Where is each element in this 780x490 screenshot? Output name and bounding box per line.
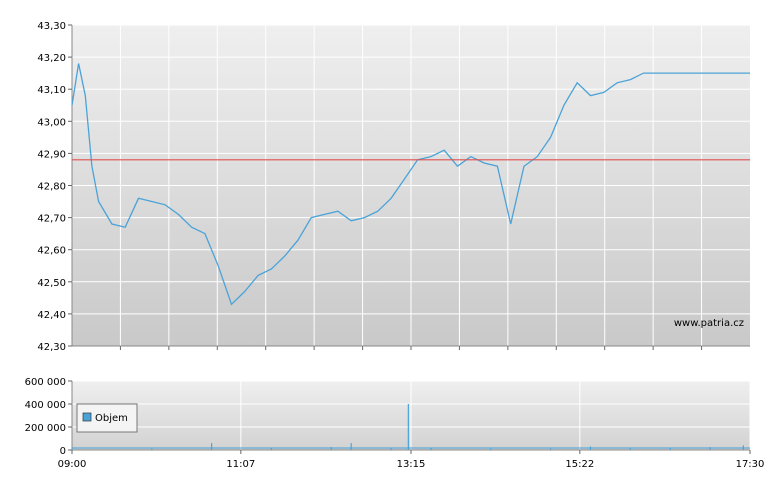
price-y-tick-label: 43,20 <box>37 53 66 64</box>
price-y-tick-label: 42,50 <box>37 278 66 289</box>
volume-grid <box>71 380 751 451</box>
legend-label: Objem <box>95 413 128 424</box>
watermark: www.patria.cz <box>674 318 744 329</box>
price-y-tick-label: 43,00 <box>37 117 66 128</box>
price-series-line <box>71 63 750 306</box>
volume-y-tick-label: 400 000 <box>25 400 66 411</box>
volume-y-tick-label: 200 000 <box>25 423 66 434</box>
price-y-tick-label: 42,70 <box>37 214 66 225</box>
price-y-tick-label: 42,40 <box>37 310 66 321</box>
volume-y-tick-label: 0 <box>60 446 66 457</box>
volume-y-axis: 600 000 400 000 200 000 0 <box>25 377 72 457</box>
price-y-axis: 43,30 43,20 43,10 43,00 42,90 42,80 42,70 42,60… <box>37 21 72 353</box>
volume-x-tick-label: 11:07 <box>226 459 255 470</box>
legend-swatch <box>82 412 92 422</box>
price-grid <box>71 24 750 350</box>
volume-x-tick-label: 09:00 <box>58 459 87 470</box>
volume-y-tick-label: 600 000 <box>25 377 66 388</box>
price-y-tick-label: 42,80 <box>37 182 66 193</box>
volume-bars <box>71 404 750 450</box>
price-y-tick-label: 42,30 <box>37 342 66 353</box>
price-y-tick-label: 43,10 <box>37 85 66 96</box>
price-y-tick-label: 42,60 <box>37 246 66 257</box>
price-y-tick-label: 43,30 <box>37 21 66 32</box>
volume-x-tick-label: 15:22 <box>565 459 594 470</box>
volume-x-tick-label: 17:30 <box>736 459 765 470</box>
volume-legend: Objem <box>76 403 138 433</box>
volume-x-axis: 09:00 11:07 13:15 15:22 17:30 <box>58 450 765 470</box>
volume-x-tick-label: 13:15 <box>397 459 426 470</box>
price-y-tick-label: 42,90 <box>37 149 66 160</box>
